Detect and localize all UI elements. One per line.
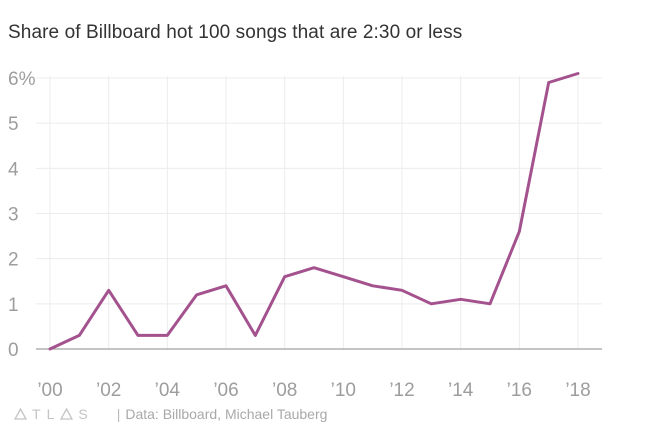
x-tick-label: ’04 <box>155 380 181 401</box>
data-point <box>488 302 492 306</box>
data-point <box>341 275 345 279</box>
data-point <box>136 333 140 337</box>
atlas-logo: T L S <box>14 406 89 422</box>
y-tick-label: 1 <box>8 295 19 316</box>
x-tick-label: ’00 <box>37 380 62 401</box>
source-separator: | <box>116 406 121 422</box>
chart-footer: T L S | Data: Billboard, Michael Tauberg <box>14 404 327 424</box>
y-tick-label: 4 <box>8 159 19 180</box>
y-tick-label: 0 <box>8 340 19 361</box>
x-tick-label: ’14 <box>448 380 474 401</box>
data-point <box>48 347 52 351</box>
data-point <box>77 333 81 337</box>
series-layer <box>48 71 580 351</box>
x-tick-label: ’08 <box>272 380 297 401</box>
x-tick-label: ’02 <box>96 380 121 401</box>
x-tick-label: ’12 <box>389 380 414 401</box>
data-point <box>546 80 550 84</box>
data-point <box>576 71 580 75</box>
data-point <box>429 302 433 306</box>
x-tick-label: ’16 <box>507 380 532 401</box>
data-point <box>253 333 257 337</box>
data-point <box>282 275 286 279</box>
series-line <box>48 72 580 351</box>
logo-letter: L <box>46 406 56 422</box>
logo-letter: T <box>32 406 42 422</box>
y-tick-label: 3 <box>8 205 19 226</box>
chart-title: Share of Billboard hot 100 songs that ar… <box>8 22 463 43</box>
data-point <box>194 293 198 297</box>
data-point <box>370 284 374 288</box>
data-point <box>106 288 110 292</box>
y-tick-label: 6% <box>8 69 36 90</box>
x-tick-labels: ’00 ’02 ’04 ’06 ’08 ’10 ’12 ’14 ’16 ’18 <box>37 380 590 401</box>
data-point <box>458 297 462 301</box>
y-tick-label: 5 <box>8 114 19 135</box>
triangle-icon <box>60 408 74 420</box>
y-tick-label: 2 <box>8 250 19 271</box>
y-tick-labels: 0 1 2 3 4 5 6% <box>8 69 36 361</box>
x-tick-label: ’18 <box>565 380 590 401</box>
data-point <box>517 229 521 233</box>
x-tick-label: ’10 <box>331 380 356 401</box>
x-tick-label: ’06 <box>213 380 238 401</box>
triangle-icon <box>14 408 27 420</box>
grid-layer <box>36 76 602 349</box>
logo-letter: S <box>78 406 89 422</box>
data-point <box>312 266 316 270</box>
source-note: Data: Billboard, Michael Tauberg <box>125 406 328 422</box>
data-point <box>224 284 228 288</box>
data-point <box>165 333 169 337</box>
data-point <box>400 288 404 292</box>
